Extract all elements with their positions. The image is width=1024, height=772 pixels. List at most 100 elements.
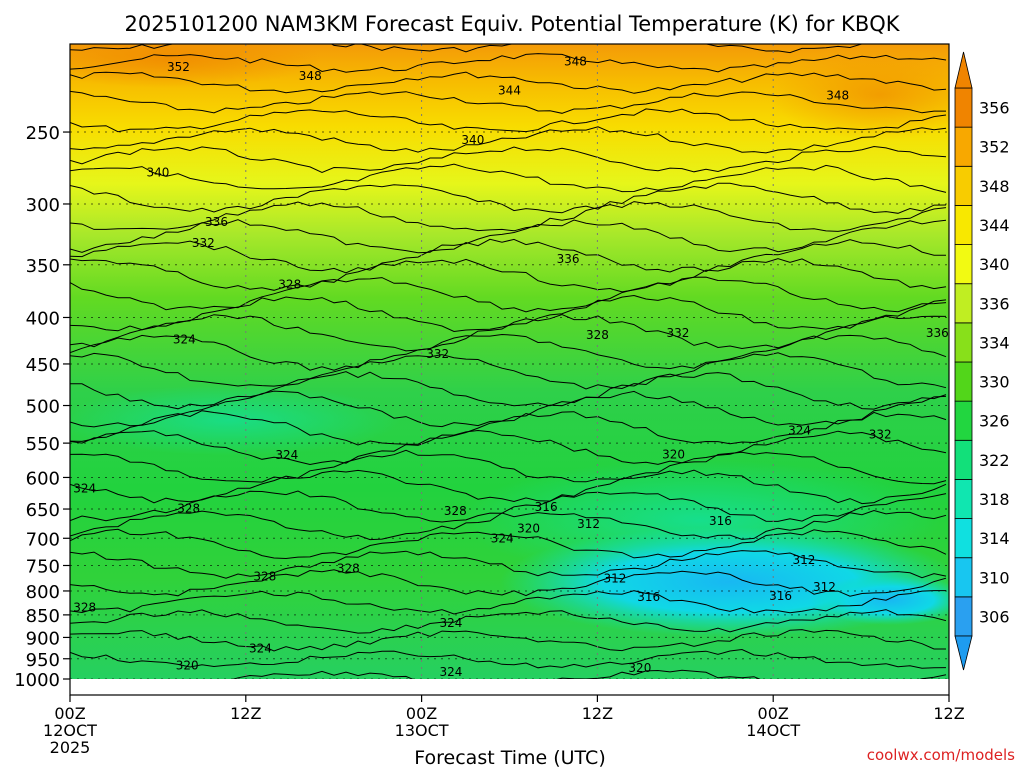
x-tick-label: 12Z xyxy=(933,704,964,723)
plot-area: 352 348 348 344 348 340 340 336 332 336 328 328 332 3… xyxy=(70,44,949,695)
colorbar-swatch xyxy=(954,87,973,128)
contour-label: 340 xyxy=(461,133,484,147)
credit-text: coolwx.com/models xyxy=(867,746,1015,764)
contour-line xyxy=(70,410,947,446)
contour-line xyxy=(70,509,947,541)
contour-label: 324 xyxy=(439,665,462,679)
contour-label: 324 xyxy=(173,333,196,347)
y-tick-label: 650 xyxy=(26,500,60,521)
contour-line xyxy=(70,333,947,371)
contour-line xyxy=(70,145,947,174)
y-tick-label: 700 xyxy=(26,529,60,550)
warm-region xyxy=(70,44,320,88)
colorbar-bottom-arrow xyxy=(954,635,973,671)
contour-label: 324 xyxy=(788,424,811,438)
contour-line xyxy=(70,238,946,274)
contour-label: 348 xyxy=(826,89,849,103)
ground-surface xyxy=(70,679,949,695)
contour-line xyxy=(70,352,947,390)
colorbar-label: 330 xyxy=(979,373,1010,392)
chart-title: 2025101200 NAM3KM Forecast Equiv. Potent… xyxy=(124,12,900,36)
colorbar-label: 314 xyxy=(979,529,1010,548)
contour-label: 352 xyxy=(167,60,190,74)
colorbar-label: 336 xyxy=(979,294,1010,313)
y-tick-label: 850 xyxy=(26,606,60,627)
contour-line xyxy=(70,429,947,466)
contour-label: 316 xyxy=(709,514,732,528)
x-tick-label: 00Z xyxy=(54,704,85,723)
colorbar-label: 352 xyxy=(979,138,1010,157)
x-tick-label: 2025 xyxy=(50,738,91,757)
contour-line xyxy=(70,201,947,232)
colorbar-swatch xyxy=(954,205,973,245)
y-tick-label: 950 xyxy=(26,650,60,671)
contour-label: 328 xyxy=(586,328,609,342)
moist-region xyxy=(70,385,400,455)
contour-label: 312 xyxy=(793,553,816,567)
contour-line xyxy=(70,258,947,293)
colorbar: 306 310 314 318 322 326 330 334 336 340 344 348 352 3… xyxy=(954,51,1010,671)
colorbar-label: 348 xyxy=(979,177,1010,196)
contour-label: 324 xyxy=(249,642,272,656)
colorbar-swatch xyxy=(954,126,973,167)
contour-line xyxy=(70,276,947,313)
x-tick-label: 12Z xyxy=(230,704,261,723)
contour-line xyxy=(70,44,866,54)
contour-line xyxy=(70,219,947,254)
y-tick-label: 300 xyxy=(26,195,60,216)
colorbar-label: 356 xyxy=(979,99,1010,118)
y-axis: 2503003504004505005506006507007508008509… xyxy=(14,123,70,691)
y-tick-label: 350 xyxy=(26,256,60,277)
contour-line xyxy=(70,182,947,214)
cold-dry-region xyxy=(810,575,949,625)
contour-label: 324 xyxy=(275,448,298,462)
contour-line xyxy=(70,163,947,193)
contour-label: 332 xyxy=(426,347,449,361)
contour-label: 320 xyxy=(662,447,685,461)
colorbar-swatch xyxy=(954,439,973,480)
contour-line xyxy=(70,528,947,560)
contour-line xyxy=(70,108,947,133)
contour-label: 316 xyxy=(535,500,558,514)
colorbar-top-arrow xyxy=(954,51,973,89)
warm-region xyxy=(770,50,949,140)
contour-label: 344 xyxy=(498,83,521,97)
contour-lines xyxy=(70,44,947,679)
contour-line xyxy=(70,53,947,73)
colorbar-label: 326 xyxy=(979,412,1010,431)
contour-label: 332 xyxy=(192,236,215,250)
colorbar-swatch xyxy=(954,165,973,206)
colorbar-swatch xyxy=(954,596,973,637)
contour-label: 348 xyxy=(564,54,587,68)
contour-label: 320 xyxy=(517,522,540,536)
colorbar-swatch xyxy=(954,283,973,324)
contour-line xyxy=(70,449,947,485)
x-axis-label: Forecast Time (UTC) xyxy=(414,747,605,768)
x-tick-label: 14OCT xyxy=(746,721,800,740)
colorbar-swatch xyxy=(954,557,973,598)
contour-line xyxy=(70,569,947,597)
contour-labels: 352 348 348 344 348 340 340 336 332 336 328 328 332 3… xyxy=(73,54,949,679)
contour-label: 328 xyxy=(444,504,467,518)
contour-label: 340 xyxy=(146,166,169,180)
colorbar-label: 306 xyxy=(979,607,1010,626)
contour-label: 312 xyxy=(813,580,836,594)
x-tick-label: 12Z xyxy=(582,704,613,723)
y-tick-label: 900 xyxy=(26,628,60,649)
y-tick-label: 450 xyxy=(26,355,60,376)
contour-label: 336 xyxy=(557,252,580,266)
contour-line xyxy=(70,629,946,652)
contour-line xyxy=(70,648,947,669)
contour-label: 328 xyxy=(253,569,276,583)
x-tick-label: 12OCT xyxy=(43,721,97,740)
colorbar-label: 344 xyxy=(979,216,1010,235)
y-tick-label: 250 xyxy=(26,123,60,144)
contour-line xyxy=(70,71,947,94)
x-tick-label: 00Z xyxy=(758,704,789,723)
contour-line xyxy=(70,371,947,410)
x-tick-label: 00Z xyxy=(406,704,437,723)
contour-label: 328 xyxy=(177,501,200,515)
contour-label: 332 xyxy=(869,427,892,441)
